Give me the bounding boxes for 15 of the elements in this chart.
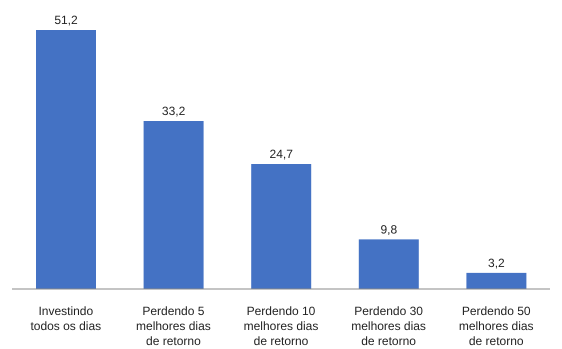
- x-tick-label: Perdendo 50 melhores dias de retorno: [458, 304, 534, 348]
- data-label: 3,2: [488, 256, 506, 270]
- data-label: 51,2: [54, 13, 78, 27]
- x-tick-label: Perdendo 30 melhores dias de retorno: [351, 304, 426, 348]
- x-tick-label: Perdendo 5 melhores dias de retorno: [136, 304, 211, 348]
- x-tick-label: Investindo todos os dias: [30, 304, 102, 333]
- bar: [144, 121, 204, 289]
- bar: [251, 164, 312, 289]
- data-label: 24,7: [270, 147, 294, 162]
- bar: [358, 239, 419, 289]
- bar: [466, 272, 526, 289]
- data-label: 33,2: [162, 104, 186, 118]
- bar: [36, 30, 96, 289]
- x-tick-label: Perdendo 10 melhores dias de retorno: [244, 304, 318, 348]
- data-label: 9,8: [380, 222, 398, 236]
